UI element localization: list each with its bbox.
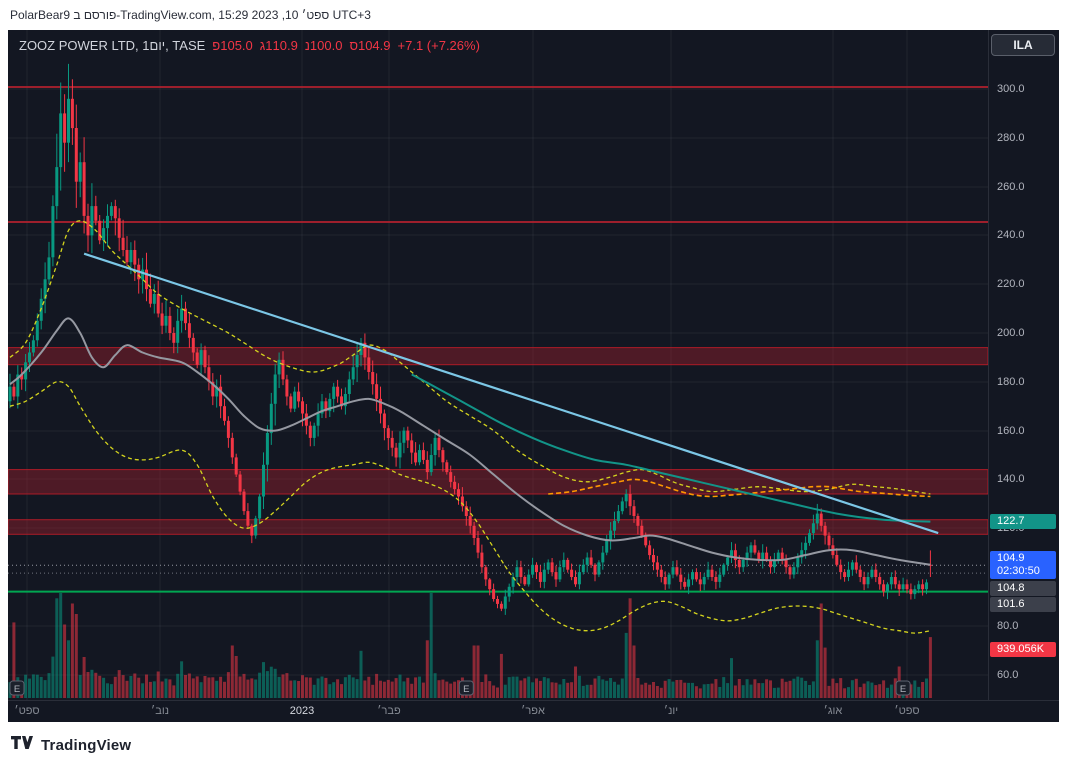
price-axis[interactable]: 300.0 280.0 260.0 240.0 220.0 200.0 180.0 160.0… (988, 30, 1060, 700)
tradingview-logo-icon (10, 733, 33, 758)
svg-text:E: E (463, 684, 469, 695)
price-tick: 300.0 (997, 83, 1025, 95)
tradingview-logo-link[interactable]: TradingView (10, 733, 131, 757)
price-zone-drawings[interactable] (8, 347, 988, 535)
volume-value-label: 939.056K (990, 642, 1056, 657)
ohlc-high-value: 110.9 (265, 38, 298, 53)
price-tick: 80.0 (997, 620, 1019, 632)
svg-text:E: E (900, 684, 906, 695)
earnings-marker[interactable]: E (895, 680, 911, 696)
gray-ma-line (9, 317, 931, 566)
svg-text:E: E (14, 684, 20, 695)
time-tick: אפר׳ (521, 705, 545, 717)
time-tick: ספט׳ (14, 705, 40, 717)
teal-ma-line (411, 373, 931, 523)
candle-series[interactable] (8, 63, 932, 615)
horizontal-line-drawings[interactable] (8, 86, 988, 593)
last-price-label: 104.9 02:30:50 (990, 551, 1056, 579)
tradingview-wordmark: TradingView (41, 736, 132, 754)
earnings-marker[interactable]: E (9, 680, 25, 696)
ohlc-high: ג110.9 (260, 38, 298, 53)
ohlc-open-value: 105.0 (220, 38, 253, 53)
ohlc-close: ס104.9 (349, 38, 390, 53)
ohlc-low-value: 100.0 (309, 38, 343, 53)
currency-button[interactable]: ILA (991, 34, 1055, 56)
time-tick: נוב׳ (151, 705, 169, 717)
time-tick: פבר׳ (377, 705, 401, 717)
price-tick: 260.0 (997, 181, 1025, 193)
price-tick: 280.0 (997, 132, 1025, 144)
change-value: +7.1 (+7.26%) (397, 38, 480, 53)
time-tick: יונ׳ (663, 705, 679, 717)
time-axis[interactable]: ספט׳ נוב׳ 2023 פבר׳ אפר׳ יונ׳ אוג׳ ספט׳ (8, 700, 1059, 723)
ohlc-close-value: 104.9 (357, 38, 391, 53)
legend-title: ZOOZ POWER LTD, 1יום, TASE (19, 38, 206, 53)
ohlc-low-label: נ (304, 38, 310, 53)
gray-line-value-1: 104.8 (990, 581, 1056, 596)
orange-ma-line (548, 478, 931, 498)
price-tick: 180.0 (997, 376, 1025, 388)
volume-series (8, 593, 932, 699)
time-tick: אוג׳ (823, 705, 843, 717)
ohlc-low: נ100.0 (305, 38, 343, 53)
gray-line-value-2: 101.6 (990, 597, 1056, 612)
price-tick: 160.0 (997, 425, 1025, 437)
teal-ma-value-label: 122.7 (990, 514, 1056, 529)
chart-panel: E E E ZOOZ POWER LTD, 1יום, TASE פ105.0 ג110… (8, 30, 1059, 722)
ohlc-high-label: ג (259, 38, 266, 53)
price-tick: 240.0 (997, 229, 1025, 241)
attribution-text: PolarBear9 פורסם ב-TradingView.com, 15:2… (10, 8, 371, 22)
earnings-marker[interactable]: E (458, 680, 474, 696)
time-tick: 2023 (289, 705, 315, 717)
time-tick: ספט׳ (894, 705, 920, 717)
price-tick: 60.0 (997, 669, 1019, 681)
price-tick: 140.0 (997, 473, 1025, 485)
ohlc-open: פ105.0 (212, 38, 252, 53)
ohlc-close-label: ס (349, 38, 358, 53)
ohlc-open-label: פ (212, 38, 221, 53)
price-tick: 220.0 (997, 278, 1025, 290)
trendline-drawing[interactable] (83, 252, 939, 535)
symbol-legend[interactable]: ZOOZ POWER LTD, 1יום, TASE פ105.0 ג110.9 נ1… (19, 38, 480, 53)
bollinger-lower-line (9, 380, 931, 634)
price-tick: 200.0 (997, 327, 1025, 339)
